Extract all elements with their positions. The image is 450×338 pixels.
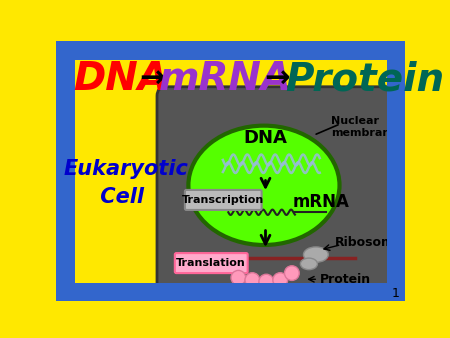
Circle shape [231, 270, 246, 285]
Circle shape [245, 273, 260, 287]
Text: 1: 1 [392, 287, 400, 299]
FancyBboxPatch shape [157, 87, 399, 299]
Text: Transcription: Transcription [182, 195, 264, 205]
Ellipse shape [303, 247, 328, 262]
Text: Ribosome: Ribosome [335, 236, 404, 249]
Text: →: → [139, 65, 165, 94]
Text: Nuclear
membrane: Nuclear membrane [331, 116, 398, 138]
Text: Protein: Protein [285, 60, 444, 98]
FancyBboxPatch shape [175, 253, 248, 273]
Text: Translation: Translation [176, 258, 246, 268]
Circle shape [273, 273, 288, 287]
Text: DNA: DNA [73, 60, 168, 98]
Text: mRNA: mRNA [292, 193, 350, 211]
Circle shape [259, 274, 274, 289]
Text: →: → [264, 65, 289, 94]
Text: Protein: Protein [320, 273, 371, 286]
Text: mRNA: mRNA [158, 60, 292, 98]
Text: DNA: DNA [243, 129, 288, 147]
Ellipse shape [301, 258, 317, 270]
Circle shape [284, 266, 299, 281]
Ellipse shape [189, 126, 339, 245]
FancyBboxPatch shape [185, 190, 261, 210]
Text: Eukaryotic
     Cell: Eukaryotic Cell [64, 159, 189, 207]
